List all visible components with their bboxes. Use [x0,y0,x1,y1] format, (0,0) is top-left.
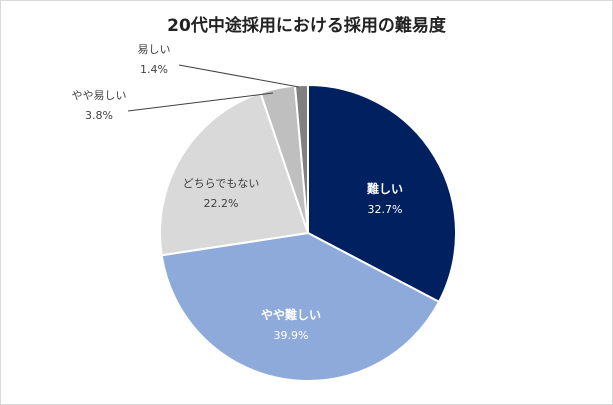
slice-value-label: 1.4% [140,63,168,76]
pie-slice [307,83,457,304]
pie-slice [293,83,309,234]
slice-label: 難しい [367,181,403,196]
slice-value-label: 3.8% [85,109,113,122]
slice-label: どちらでもない [183,177,260,190]
chart-title: 20代中途採用における採用の難易度 [167,16,446,36]
leader-line [178,64,300,88]
slice-label: やや易しい [72,89,127,102]
slice-label: やや難しい [261,307,321,322]
slice-label: 易しい [138,43,171,56]
leader-line [127,92,274,112]
pie-slice [160,231,441,382]
pie-slice [159,91,310,257]
slice-value-label: 39.9% [274,329,309,342]
slice-value-label: 32.7% [368,203,403,216]
slice-value-label: 22.2% [204,197,239,210]
